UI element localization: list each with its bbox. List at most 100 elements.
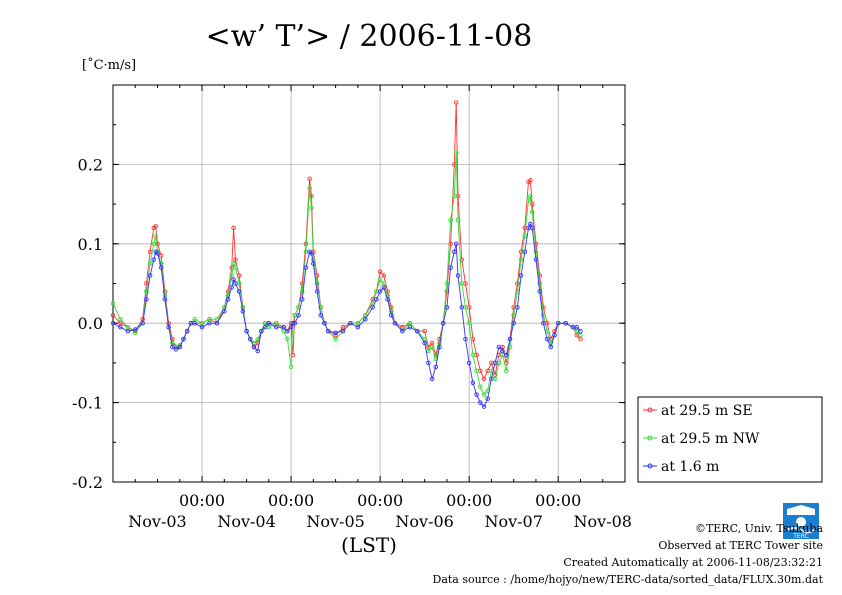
data-point	[448, 217, 453, 223]
logo-drop-shape	[796, 517, 806, 527]
data-point	[251, 344, 257, 350]
data-point	[504, 352, 509, 358]
data-point	[407, 324, 413, 330]
data-point	[533, 257, 539, 262]
data-point	[370, 305, 375, 310]
credit-created: Created Automatically at 2006-11-08/23:3…	[563, 556, 823, 569]
data-point	[144, 289, 149, 294]
data-point	[288, 364, 294, 370]
data-point	[231, 261, 236, 266]
data-point	[158, 253, 164, 258]
data-point	[199, 324, 205, 330]
logo-roof-shape	[787, 505, 815, 515]
data-point	[529, 209, 535, 215]
data-point	[333, 336, 338, 342]
data-point	[489, 376, 494, 382]
data-point	[466, 320, 472, 326]
data-point	[309, 193, 314, 199]
data-point	[374, 297, 379, 302]
data-point	[281, 324, 286, 330]
x-time-label: 00:00	[268, 491, 314, 510]
data-point	[515, 281, 520, 286]
data-point	[481, 376, 487, 382]
data-point	[453, 241, 459, 247]
data-point	[574, 324, 580, 330]
chart-title: <w’ T’> / 2006-11-08	[206, 19, 533, 54]
data-point	[492, 360, 498, 366]
data-point	[229, 285, 234, 290]
data-point	[207, 320, 212, 326]
y-tick-label: -0.1	[72, 394, 103, 413]
data-point	[233, 281, 238, 286]
data-point	[448, 265, 453, 270]
data-point	[153, 233, 158, 239]
data-point	[463, 336, 468, 342]
data-point	[307, 185, 312, 191]
legend: at 29.5 m SE at 29.5 m NW at 1.6 m	[637, 396, 823, 483]
data-point	[307, 176, 312, 181]
data-point	[309, 205, 314, 211]
y-tick-labels: 0.2 0.1 0.0 -0.1 -0.2	[72, 155, 103, 492]
data-point	[225, 297, 231, 302]
data-point	[470, 380, 476, 386]
data-point	[303, 265, 309, 270]
data-point	[318, 305, 324, 310]
data-point	[496, 344, 502, 350]
data-point	[522, 249, 528, 254]
data-point	[133, 327, 138, 332]
legend-label: at 1.6 m	[661, 459, 719, 475]
series-layer	[110, 100, 583, 409]
data-point	[528, 221, 533, 227]
logo-wave-shape	[786, 527, 816, 533]
data-point	[504, 368, 509, 374]
series-line	[112, 222, 581, 408]
data-point	[110, 320, 116, 326]
data-point	[299, 297, 305, 302]
data-point	[311, 261, 316, 266]
data-point	[474, 392, 479, 397]
data-point	[118, 324, 123, 330]
data-point	[459, 281, 465, 286]
legend-items: at 29.5 m SE at 29.5 m NW at 1.6 m	[643, 403, 760, 475]
data-point	[474, 368, 479, 374]
data-point	[147, 273, 153, 278]
data-point	[422, 340, 427, 346]
data-point	[548, 344, 554, 350]
data-point	[355, 324, 361, 330]
data-point	[440, 320, 446, 326]
data-point	[255, 348, 260, 354]
data-point	[322, 320, 327, 326]
data-point	[151, 257, 157, 262]
data-point	[470, 352, 476, 358]
data-point	[485, 396, 490, 401]
data-point	[400, 328, 405, 334]
data-point	[233, 265, 238, 270]
data-point	[158, 265, 164, 270]
data-point	[429, 376, 435, 382]
data-point	[453, 100, 459, 105]
data-point	[541, 320, 546, 326]
axis-ticks	[113, 84, 625, 483]
data-point	[433, 364, 439, 370]
x-day-label: Nov-07	[484, 512, 542, 531]
data-point	[231, 225, 236, 231]
data-point	[522, 233, 528, 239]
data-point	[389, 313, 394, 318]
legend-marker	[647, 435, 653, 441]
y-tick-label: 0.1	[78, 235, 103, 254]
data-point	[118, 316, 123, 322]
data-point	[231, 277, 236, 282]
data-point	[214, 320, 220, 326]
data-point	[511, 320, 516, 326]
data-point	[248, 336, 253, 342]
data-point	[452, 249, 457, 254]
data-point	[455, 217, 461, 223]
data-point	[151, 241, 157, 247]
plot-frame	[112, 84, 626, 483]
x-time-label: 00:00	[446, 491, 492, 510]
x-time-label: 00:00	[535, 491, 581, 510]
data-point	[140, 320, 145, 326]
x-time-label: 00:00	[179, 491, 225, 510]
data-point	[455, 273, 461, 278]
